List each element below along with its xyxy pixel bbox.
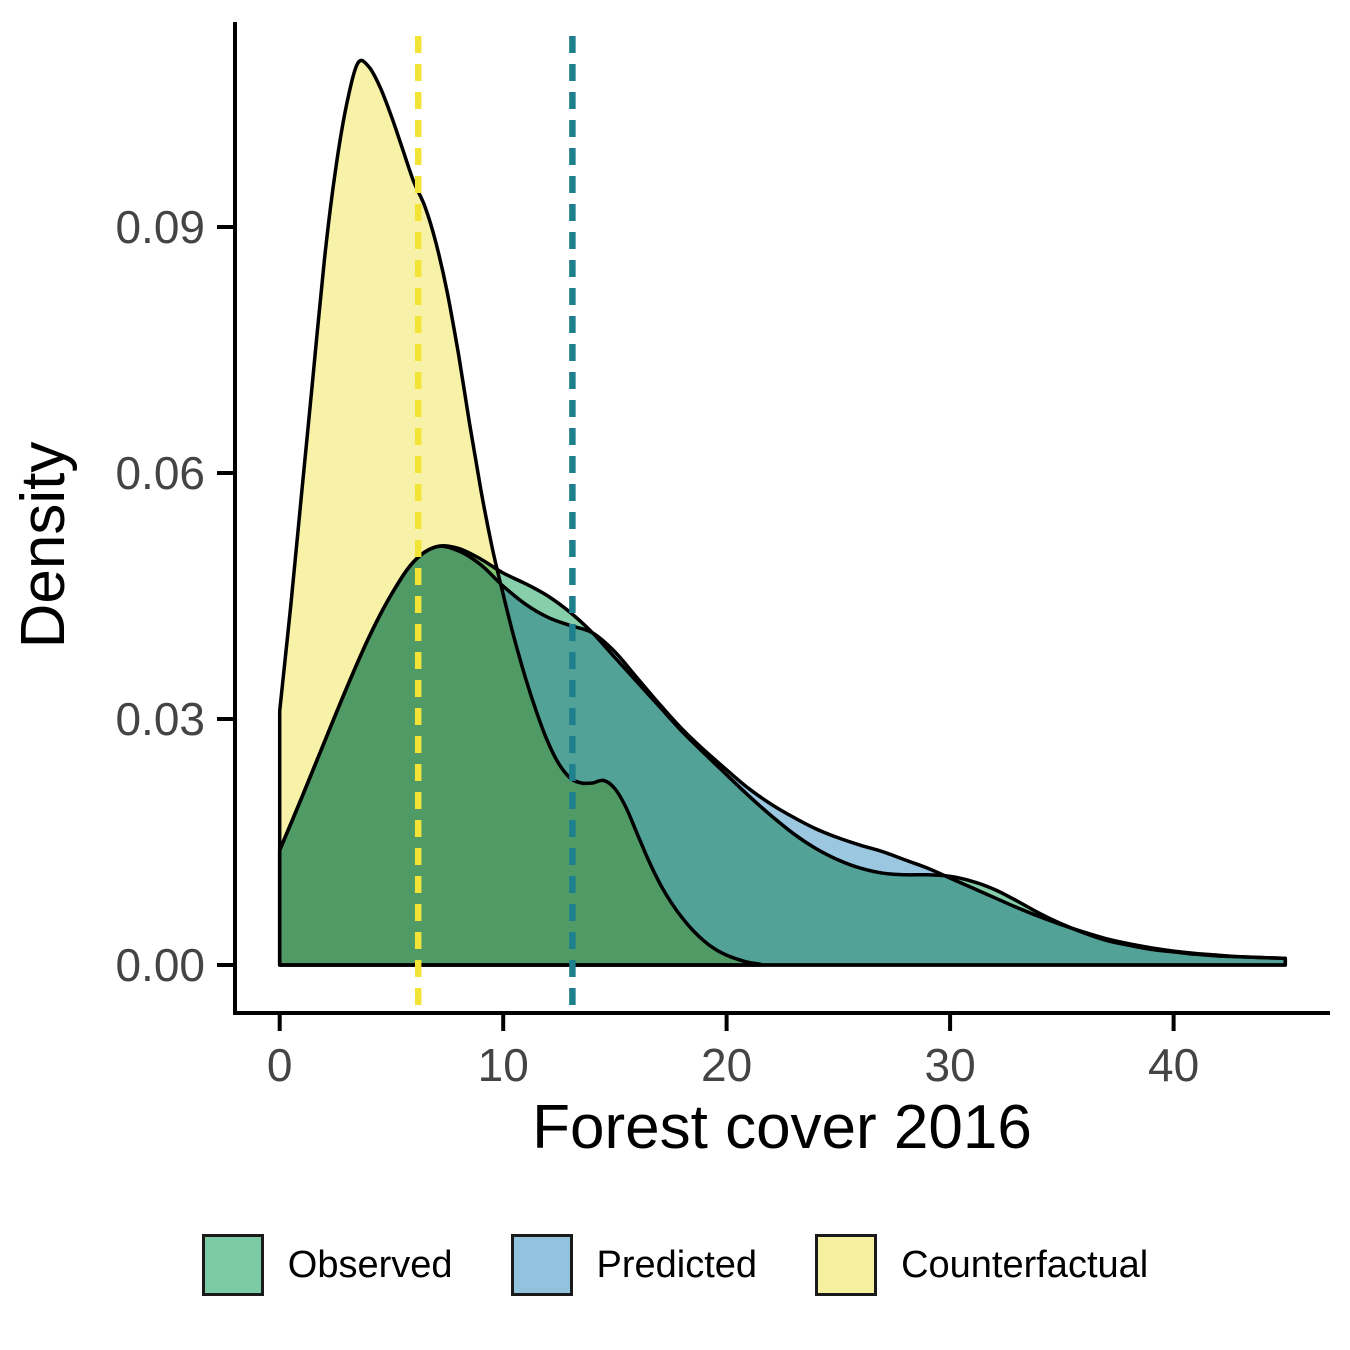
legend-key-predicted [510,1234,573,1296]
x-tick-label-10: 10 [478,1039,529,1091]
density-outline-counterfactual [277,58,762,967]
x-tick-label-0: 0 [267,1039,293,1091]
legend: Observed Predicted Counterfactual [0,1195,1350,1335]
legend-item-counterfactual: Counterfactual [815,1234,1148,1296]
density-outlines [277,58,1288,967]
density-fills [279,60,1286,965]
y-axis-ticks: 0.00 0.03 0.06 0.09 [115,201,235,991]
legend-label-observed: Observed [287,1243,453,1286]
density-outline-observed [277,544,1288,967]
y-tick-label-0.06: 0.06 [115,447,205,499]
x-axis-ticks: 0 10 20 30 40 [267,1013,1199,1091]
x-tick-label-30: 30 [925,1039,976,1091]
x-tick-label-40: 40 [1148,1039,1199,1091]
y-tick-label-0.09: 0.09 [115,201,205,253]
legend-label-predicted: Predicted [596,1243,758,1286]
density-area-observed [279,545,1286,965]
y-tick-label-0.03: 0.03 [115,693,205,745]
y-tick-label-0.00: 0.00 [115,939,205,991]
mean-vlines [414,36,576,1013]
legend-item-observed: Observed [201,1234,453,1296]
y-axis-title: Density [9,442,78,649]
density-plot: 0 10 20 30 40 0.00 0.03 0.06 0.09 Density Fores… [9,22,1330,1162]
axes [233,22,1330,1015]
legend-item-predicted: Predicted [510,1234,758,1296]
legend-key-counterfactual [815,1234,878,1296]
x-tick-label-20: 20 [701,1039,752,1091]
x-axis-title: Forest cover 2016 [532,1093,1032,1162]
legend-label-counterfactual: Counterfactual [901,1243,1149,1286]
legend-key-observed [201,1234,264,1296]
